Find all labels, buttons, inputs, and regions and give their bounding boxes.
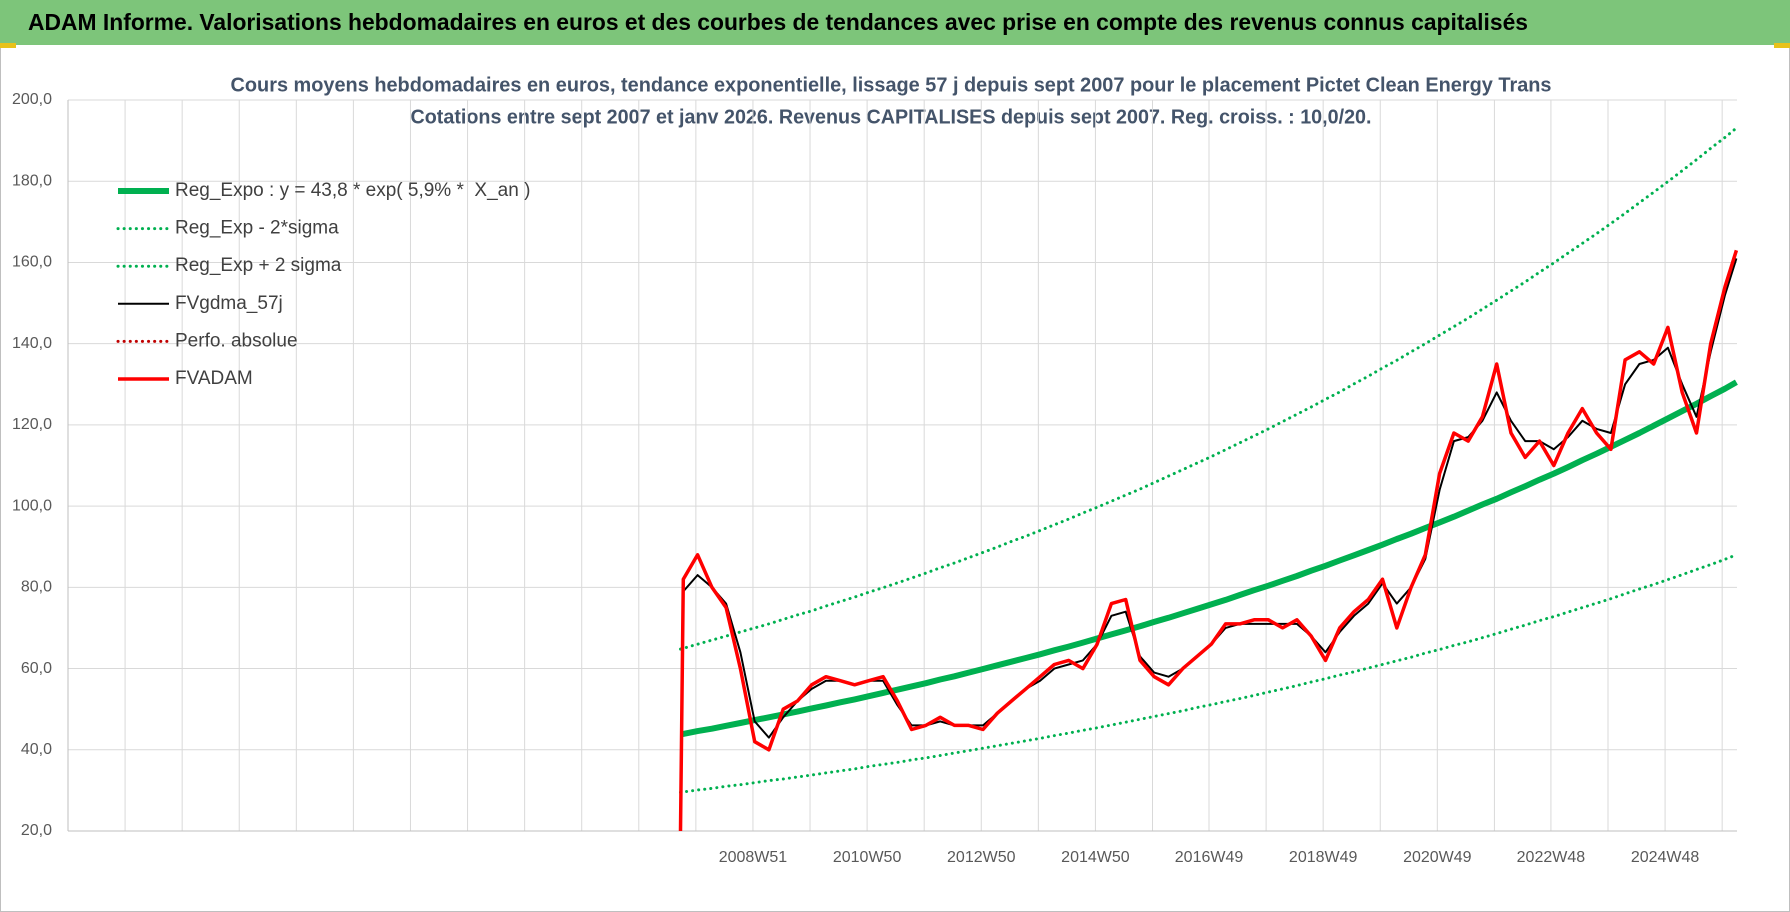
x-tick-label: 2016W49	[1175, 849, 1244, 866]
y-tick-label: 140,0	[12, 335, 52, 352]
y-tick-label: 120,0	[12, 416, 52, 433]
y-tick-label: 80,0	[21, 579, 52, 596]
legend: Reg_Expo : y = 43,8 * exp( 5,9% * X_an )…	[116, 180, 530, 389]
legend-label: Reg_Expo : y = 43,8 * exp( 5,9% * X_an )	[175, 180, 530, 201]
y-tick-label: 20,0	[21, 822, 52, 839]
y-tick-label: 160,0	[12, 254, 52, 271]
corner-mark	[1774, 43, 1790, 48]
series-line	[678, 249, 1739, 832]
y-tick-label: 200,0	[12, 91, 52, 108]
grid: 20,0 40,0 60,0 80,0 100,0 120,0 140,0 160,0 180,…	[12, 91, 1737, 866]
x-tick-label: 2022W48	[1517, 849, 1586, 866]
legend-label: FVgdma_57j	[175, 293, 283, 314]
series-line	[679, 553, 1738, 794]
series-line	[680, 379, 1738, 738]
chart-title: Cours moyens hebdomadaires en euros, ten…	[231, 74, 1552, 96]
x-tick-label: 2024W48	[1631, 849, 1700, 866]
y-tick-label: 60,0	[21, 660, 52, 677]
plot	[678, 126, 1739, 832]
x-tick-label: 2012W50	[947, 849, 1016, 866]
y-tick-label: 40,0	[21, 741, 52, 758]
x-tick-label: 2014W50	[1061, 849, 1130, 866]
x-tick-label: 2010W50	[833, 849, 902, 866]
y-tick-label: 180,0	[12, 172, 52, 189]
x-tick-label: 2020W49	[1403, 849, 1472, 866]
legend-label: Perfo. absolue	[175, 330, 298, 351]
header-bar	[0, 0, 1790, 45]
x-tick-label: 2008W51	[719, 849, 788, 866]
legend-label: FVADAM	[175, 368, 253, 389]
legend-label: Reg_Exp - 2*sigma	[175, 218, 339, 239]
y-tick-label: 100,0	[12, 497, 52, 514]
page-title: ADAM Informe. Valorisations hebdomadaire…	[28, 9, 1528, 35]
legend-label: Reg_Exp + 2 sigma	[175, 255, 342, 276]
corner-mark	[0, 43, 16, 48]
chart-subtitle: Cotations entre sept 2007 et janv 2026. …	[411, 106, 1372, 128]
x-tick-label: 2018W49	[1289, 849, 1358, 866]
